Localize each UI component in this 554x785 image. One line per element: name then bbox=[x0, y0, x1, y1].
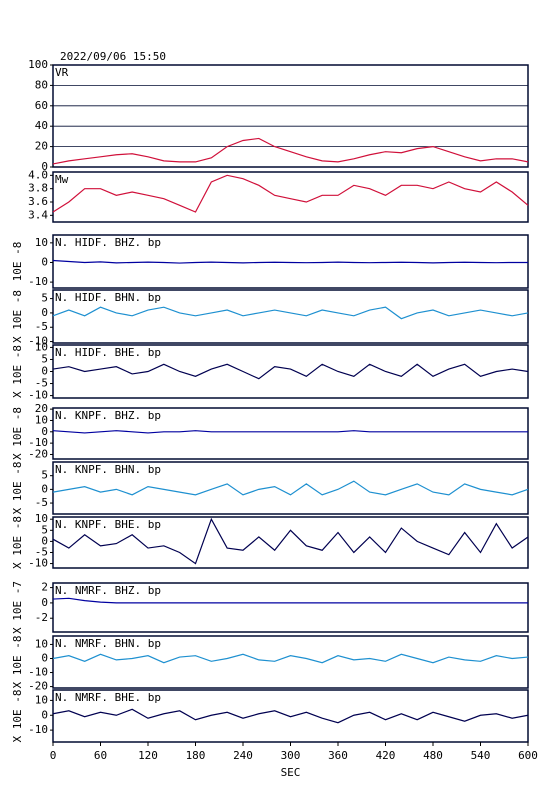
y-tick-label: 0 bbox=[41, 482, 48, 495]
y-tick-label: -5 bbox=[35, 320, 48, 333]
panel-frame bbox=[52, 516, 529, 569]
trace bbox=[52, 259, 528, 264]
trace bbox=[52, 517, 529, 565]
y-axis-label: 10E -8 bbox=[11, 242, 24, 282]
trace bbox=[52, 306, 529, 320]
panel-frame bbox=[52, 635, 529, 689]
y-tick-label: 0 bbox=[41, 596, 48, 609]
y-axis-label: X 10E -7 bbox=[11, 581, 24, 634]
y-tick-label: 5 bbox=[41, 523, 48, 536]
panel-frame bbox=[52, 461, 529, 515]
trace bbox=[52, 653, 529, 664]
y-tick-label: 0 bbox=[41, 708, 48, 721]
x-axis-label: SEC bbox=[281, 766, 301, 779]
panel-label: N. HIDF. BHN. bp bbox=[55, 291, 161, 304]
x-tick-label: 480 bbox=[423, 749, 443, 762]
y-tick-label: -20 bbox=[28, 447, 48, 460]
y-tick-label: 0 bbox=[41, 365, 48, 378]
trace bbox=[52, 137, 529, 165]
y-tick-label: 0 bbox=[41, 651, 48, 664]
panel-label: VR bbox=[55, 66, 69, 79]
y-tick-label: 20 bbox=[35, 402, 48, 415]
trace bbox=[52, 174, 529, 213]
panel-label: N. HIDF. BHE. bp bbox=[55, 346, 161, 359]
trace bbox=[52, 430, 528, 434]
y-tick-label: 60 bbox=[35, 99, 48, 112]
x-tick-label: 600 bbox=[518, 749, 538, 762]
panel-frame bbox=[52, 171, 529, 223]
x-tick-label: 120 bbox=[138, 749, 158, 762]
y-tick-label: -10 bbox=[28, 436, 48, 449]
x-tick-label: 360 bbox=[328, 749, 348, 762]
x-tick-label: 240 bbox=[233, 749, 253, 762]
panel-label: N. KNPF. BHN. bp bbox=[55, 463, 161, 476]
y-tick-label: 40 bbox=[35, 119, 48, 132]
y-axis-label: X 10E -8 bbox=[11, 636, 24, 689]
panel-label: N. NMRF. BHZ. bp bbox=[55, 584, 161, 597]
panel-frame bbox=[52, 407, 529, 460]
panel-label: Mw bbox=[55, 173, 69, 186]
y-tick-label: -10 bbox=[28, 389, 48, 402]
panel-label: N. KNPF. BHZ. bp bbox=[55, 409, 161, 422]
y-tick-label: -5 bbox=[35, 377, 48, 390]
y-axis-label: X 10E -8 bbox=[11, 345, 24, 398]
y-tick-label: 3.6 bbox=[28, 195, 48, 208]
y-tick-label: 0 bbox=[41, 534, 48, 547]
y-tick-label: 3.8 bbox=[28, 182, 48, 195]
x-tick-label: 540 bbox=[471, 749, 491, 762]
y-tick-label: 80 bbox=[35, 78, 48, 91]
y-tick-label: -10 bbox=[28, 275, 48, 288]
y-tick-label: 5 bbox=[41, 352, 48, 365]
x-tick-label: 60 bbox=[94, 749, 107, 762]
y-tick-label: -2 bbox=[35, 611, 48, 624]
y-tick-label: 10 bbox=[35, 236, 48, 249]
y-tick-label: 4.0 bbox=[28, 168, 48, 181]
y-tick-label: 0 bbox=[41, 306, 48, 319]
panel-frame bbox=[52, 289, 529, 344]
y-tick-label: 10 bbox=[35, 340, 48, 353]
x-tick-label: 0 bbox=[50, 749, 57, 762]
y-tick-label: 20 bbox=[35, 140, 48, 153]
y-tick-label: 100 bbox=[28, 58, 48, 71]
y-tick-label: -20 bbox=[28, 680, 48, 693]
y-tick-label: -5 bbox=[35, 496, 48, 509]
y-tick-label: -10 bbox=[28, 666, 48, 679]
y-tick-label: 5 bbox=[41, 469, 48, 482]
y-axis-label: X 10E -8 bbox=[11, 407, 24, 460]
y-axis-label: X 10E -8 bbox=[11, 690, 24, 743]
panel-frame bbox=[52, 582, 529, 633]
trace bbox=[52, 480, 529, 496]
y-tick-label: -10 bbox=[28, 557, 48, 570]
y-tick-label: 0 bbox=[41, 160, 48, 173]
y-tick-label: 10 bbox=[35, 512, 48, 525]
panel-label: N. NMRF. BHE. bp bbox=[55, 691, 161, 704]
chart-title: 2022/09/06 15:50 bbox=[60, 50, 166, 63]
panel-label: N. HIDF. BHZ. bp bbox=[55, 236, 161, 249]
trace bbox=[52, 708, 529, 724]
y-tick-label: 2 bbox=[41, 581, 48, 594]
panel-label: N. NMRF. BHN. bp bbox=[55, 637, 161, 650]
y-tick-label: 0 bbox=[41, 425, 48, 438]
y-tick-label: -10 bbox=[28, 723, 48, 736]
y-axis-label: X 10E -8 bbox=[11, 462, 24, 515]
y-tick-label: 10 bbox=[35, 637, 48, 650]
panel-frame bbox=[52, 234, 529, 289]
y-tick-label: -5 bbox=[35, 545, 48, 558]
y-axis-label: X 10E -8 bbox=[11, 516, 24, 569]
y-tick-label: 5 bbox=[41, 292, 48, 305]
y-tick-label: 0 bbox=[41, 255, 48, 268]
trace bbox=[52, 363, 529, 380]
y-axis-label: X 10E -8 bbox=[11, 290, 24, 343]
trace bbox=[52, 597, 528, 604]
panel-label: N. KNPF. BHE. bp bbox=[55, 518, 161, 531]
x-tick-label: 180 bbox=[186, 749, 206, 762]
y-tick-label: -10 bbox=[28, 335, 48, 348]
x-tick-label: 300 bbox=[281, 749, 301, 762]
x-tick-label: 420 bbox=[376, 749, 396, 762]
y-tick-label: 3.4 bbox=[28, 208, 48, 221]
y-tick-label: 10 bbox=[35, 413, 48, 426]
y-tick-label: 10 bbox=[35, 693, 48, 706]
